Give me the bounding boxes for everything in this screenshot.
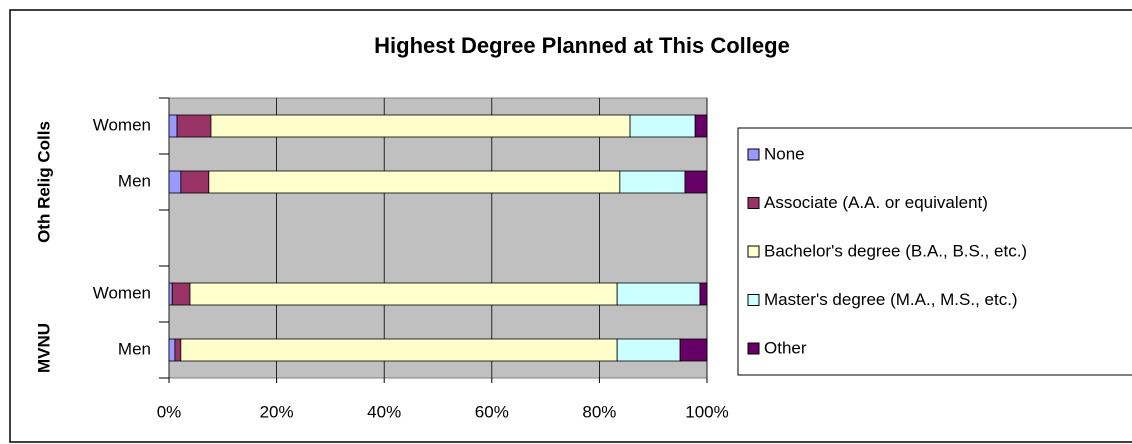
y-tick-label: Men	[118, 171, 151, 190]
legend-swatch	[747, 148, 760, 161]
bar-segment	[699, 282, 708, 306]
bar-segment	[171, 282, 191, 306]
bar-segment	[208, 170, 621, 194]
legend-box	[737, 127, 1132, 376]
group-label: MVNU	[34, 323, 53, 373]
legend-label: Other	[764, 338, 807, 357]
bar-segment	[694, 114, 708, 138]
legend-swatch	[747, 294, 760, 306]
bar-segment	[616, 282, 701, 306]
bar-segment	[679, 338, 708, 362]
y-tick-label: Women	[93, 283, 151, 302]
x-tick-label: 80%	[582, 402, 616, 421]
plot-area	[168, 97, 708, 379]
bar-segment	[629, 114, 696, 138]
legend-label: Associate (A.A. or equivalent)	[764, 193, 988, 212]
chart-title: Highest Degree Planned at This College	[374, 33, 790, 58]
x-tick-label: 60%	[475, 402, 509, 421]
y-tick-label: Women	[93, 115, 151, 134]
x-tick-label: 100%	[685, 402, 728, 421]
bar-segment	[616, 338, 681, 362]
bar-segment	[189, 282, 618, 306]
bar-segment	[168, 338, 176, 362]
legend-label: Bachelor's degree (B.A., B.S., etc.)	[764, 241, 1027, 260]
bar-segment	[180, 338, 618, 362]
legend-swatch	[747, 342, 760, 355]
x-tick-label: 0%	[157, 402, 182, 421]
bar-segment	[176, 114, 212, 138]
bar-segment	[168, 170, 182, 194]
bar-segment	[168, 114, 178, 138]
bar-segment	[684, 170, 708, 194]
legend-label: None	[764, 144, 805, 163]
legend-label: Master's degree (M.A., M.S., etc.)	[764, 290, 1018, 309]
legend-swatch	[747, 245, 760, 258]
bar-segment	[210, 114, 631, 138]
group-label: Oth Relig Colls	[34, 121, 53, 243]
y-tick-label: Men	[118, 339, 151, 358]
bar-segment	[168, 282, 173, 306]
legend-swatch	[747, 197, 760, 209]
bar-segment	[619, 170, 686, 194]
bar-segment	[180, 170, 210, 194]
x-tick-label: 20%	[260, 402, 294, 421]
x-tick-label: 40%	[367, 402, 401, 421]
bar-segment	[174, 338, 182, 362]
